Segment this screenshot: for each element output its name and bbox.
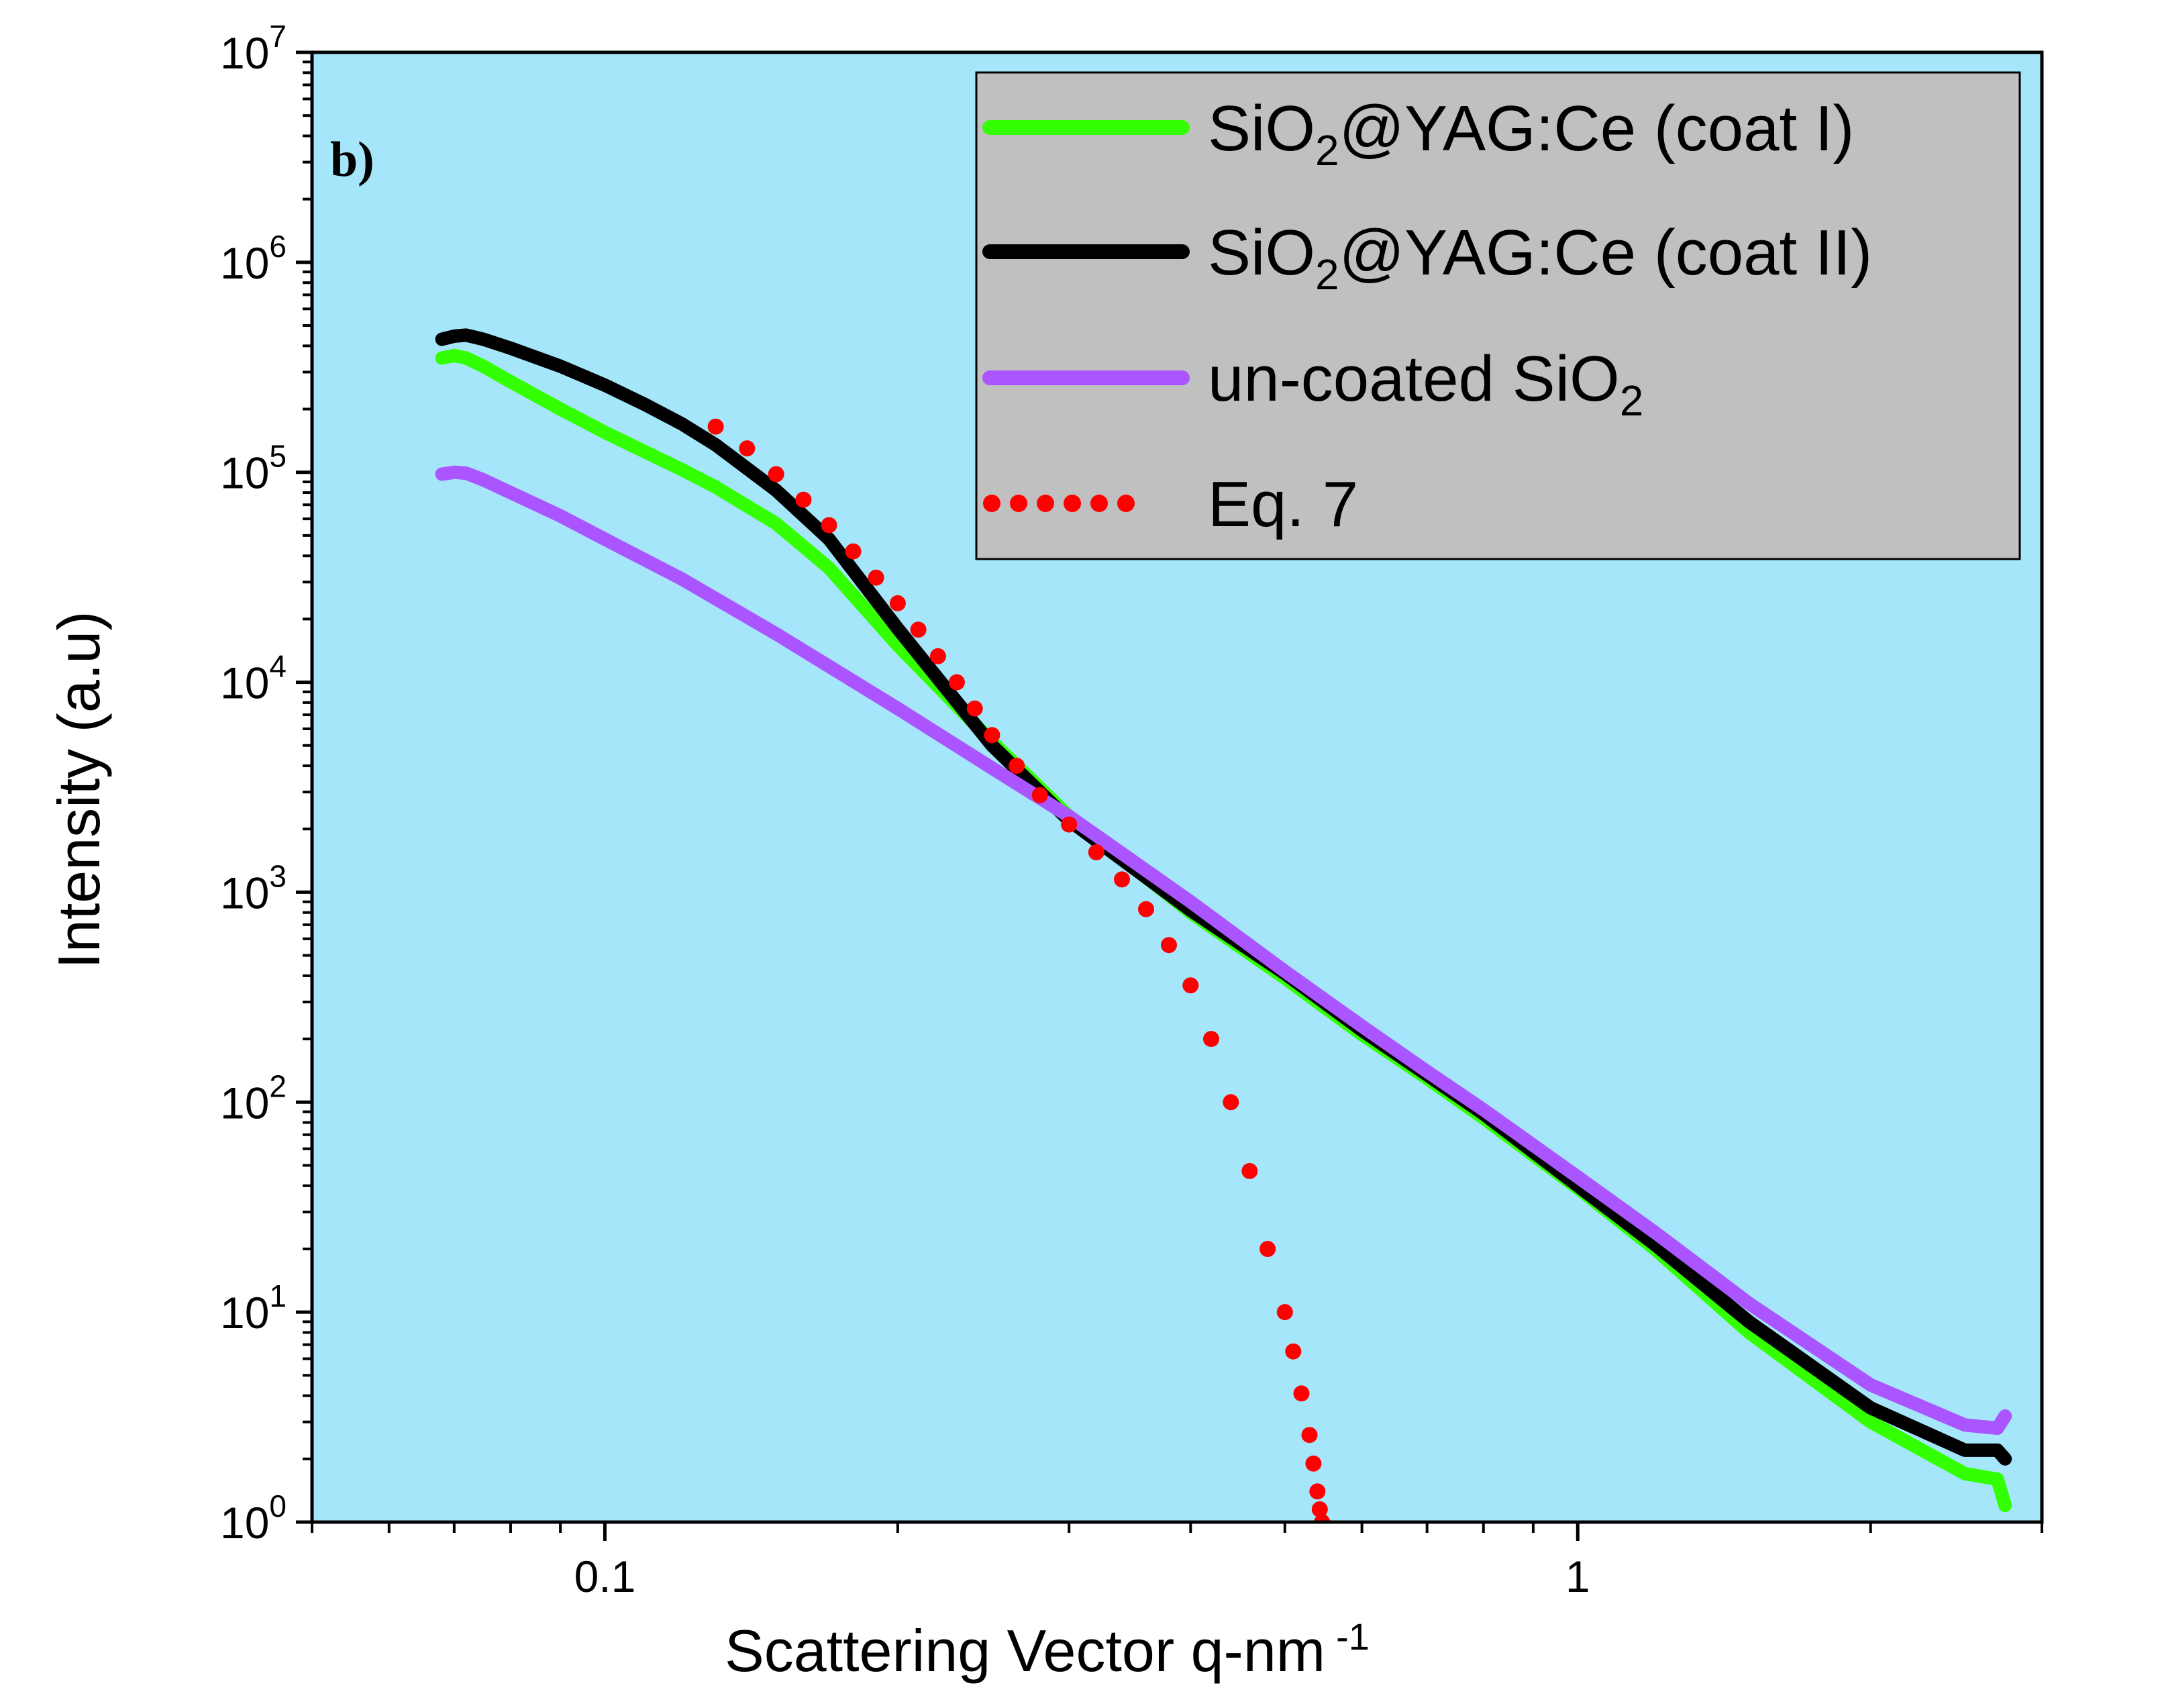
series-point <box>845 543 862 560</box>
legend-entry: SiO2@YAG:Ce (coat II) <box>982 217 1872 299</box>
series-point <box>1276 1304 1293 1321</box>
legend-label: SiO2@YAG:Ce (coat I) <box>1208 93 1854 174</box>
series-eq-7 <box>707 418 1331 1522</box>
y-tick-label: 100 <box>220 1489 287 1548</box>
series-layer <box>435 328 2012 1522</box>
series-point <box>984 727 1000 744</box>
y-tick-label: 104 <box>220 649 287 708</box>
x-axis-title-main: Scattering Vector q-nm <box>725 1617 1325 1684</box>
legend-label: SiO2@YAG:Ce (coat II) <box>1208 217 1872 299</box>
series-point <box>768 466 784 483</box>
legend-entry: SiO2@YAG:Ce (coat I) <box>982 93 1854 174</box>
series-point <box>1293 1385 1310 1402</box>
series-point <box>795 491 812 508</box>
series-point <box>1009 758 1025 774</box>
x-tick-label: 1 <box>1565 1552 1590 1601</box>
series-point <box>1241 1162 1258 1179</box>
legend-label: Eq. 7 <box>1208 468 1358 540</box>
series-line-sio2-yag-ce-coat-ii <box>435 328 2012 1466</box>
series-point <box>1309 1483 1326 1500</box>
series-point <box>1138 901 1154 917</box>
series-point <box>868 569 884 586</box>
y-tick-label: 103 <box>220 858 287 917</box>
legend-entry: un-coated SiO2 <box>982 343 1643 425</box>
legend-label: un-coated SiO2 <box>1208 343 1643 425</box>
series-point <box>948 674 965 691</box>
series-point <box>1182 977 1199 994</box>
panel-label: b) <box>330 132 374 187</box>
x-axis-title: Scattering Vector q-nm -1 <box>725 1615 1370 1684</box>
series-point <box>966 700 983 717</box>
x-axis-title-exponent: -1 <box>1336 1615 1370 1658</box>
legend-entry: Eq. 7 <box>983 468 1358 540</box>
series-point <box>1203 1031 1219 1048</box>
series-point <box>1311 1501 1328 1517</box>
series-point <box>1314 1514 1331 1522</box>
series-point <box>1061 816 1078 833</box>
series-point <box>1301 1427 1318 1444</box>
series-point <box>1223 1094 1239 1111</box>
legend-swatch-dot <box>1090 495 1108 512</box>
series-point <box>910 621 927 638</box>
y-tick-label: 106 <box>220 229 287 288</box>
series-point <box>1259 1241 1276 1257</box>
series-point <box>1305 1455 1322 1472</box>
x-axis: 0.1 1 <box>311 1522 2043 1601</box>
legend: SiO2@YAG:Ce (coat I) SiO2@YAG:Ce (coat II… <box>975 71 2021 560</box>
legend-box <box>975 71 2021 560</box>
y-axis: 100 101 102 103 104 105 106 107 <box>220 19 312 1548</box>
plot-frame <box>310 50 2044 1524</box>
series-point <box>1088 844 1104 860</box>
series-line-un-coated-sio2 <box>435 465 2012 1436</box>
series-point <box>1114 871 1130 888</box>
x-tick-label: 0.1 <box>574 1552 636 1601</box>
y-tick-label: 101 <box>220 1278 287 1338</box>
series-point <box>1285 1343 1302 1360</box>
series-point <box>739 440 756 457</box>
legend-swatch-dot <box>1064 495 1081 512</box>
series-point <box>889 595 906 611</box>
legend-swatch-dot <box>983 495 1000 512</box>
series-point <box>1161 937 1177 954</box>
series-point <box>1031 787 1048 803</box>
y-tick-label: 105 <box>220 439 287 498</box>
legend-swatch-dot <box>1037 495 1054 512</box>
series-point <box>821 517 837 534</box>
series-point <box>929 648 946 664</box>
y-tick-label: 107 <box>220 19 287 78</box>
y-tick-label: 102 <box>220 1068 287 1127</box>
legend-swatch-dot <box>1010 495 1027 512</box>
legend-swatch-dot <box>1117 495 1135 512</box>
series-point <box>707 418 724 435</box>
y-axis-title: Intensity (a.u) <box>46 611 112 968</box>
